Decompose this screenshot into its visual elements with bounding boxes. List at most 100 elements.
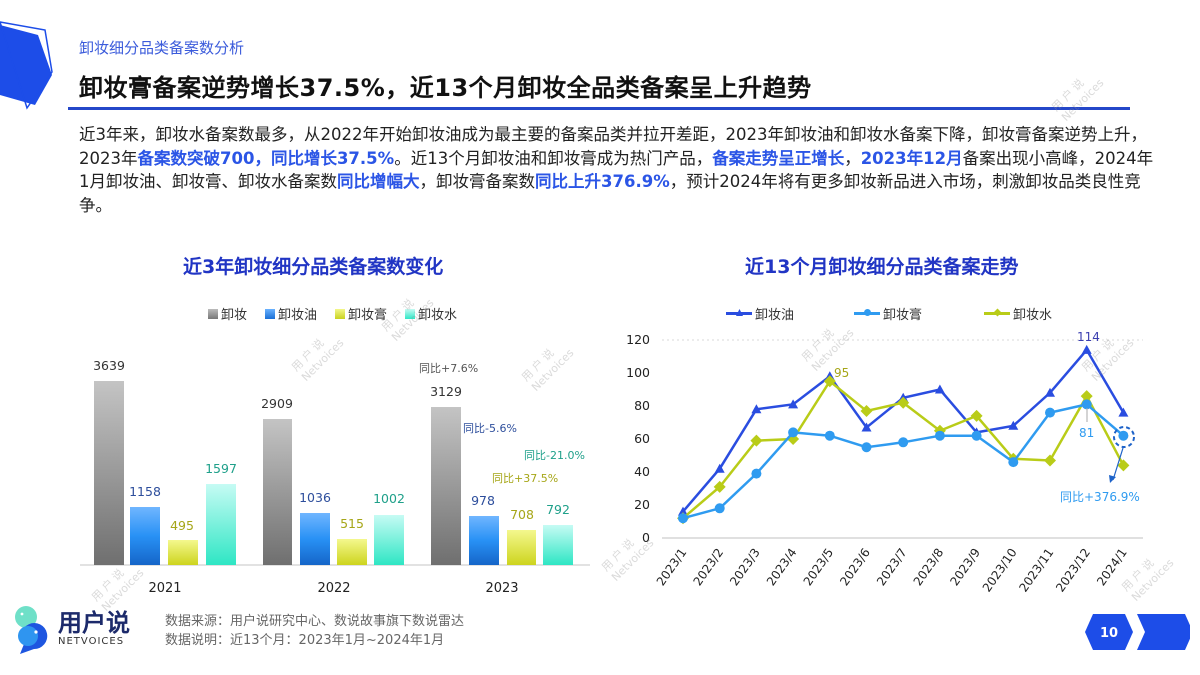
peak-annotation: 114 [1077, 330, 1100, 344]
logo-text: 用户说 [58, 608, 130, 637]
y-tick-label: 20 [634, 497, 650, 512]
bar-value-label: 1597 [205, 461, 237, 476]
summary-highlight: ， [254, 148, 271, 168]
summary-text: 备案出现小高峰，2024年1月卸妆油、卸妆膏、卸妆水备案数 [79, 148, 1154, 192]
bar-value-label: 515 [340, 516, 364, 531]
legend-label: 卸妆油 [755, 308, 795, 323]
bar-value-label: 792 [546, 502, 570, 517]
line-chart-title: 近13个月卸妆细分品类备案走势 [745, 256, 1019, 278]
page-number-badge[interactable]: 10 [1085, 612, 1190, 652]
bar-value-label: 708 [510, 507, 534, 522]
data-point [1118, 430, 1129, 441]
x-tick-label: 2024/1 [1094, 546, 1130, 589]
circle-marker-icon [864, 309, 872, 316]
data-point [1081, 344, 1092, 354]
summary-highlight: 备案数突破700 [137, 148, 255, 168]
highlight-circle [1113, 426, 1135, 448]
y-tick-label: 100 [626, 365, 650, 380]
x-tick-label: 2023/5 [801, 546, 837, 589]
summary-highlight: 同比增长37.5% [270, 148, 395, 168]
summary-text: ，卸妆膏备案数 [419, 172, 536, 191]
data-point [714, 503, 725, 514]
bar-2023-water [543, 525, 573, 565]
legend-label: 卸妆 [221, 308, 248, 323]
bar-chart: 3639 1158 495 1597 2909 1036 515 1002 31… [80, 358, 590, 596]
data-point [1008, 420, 1019, 430]
legend-item-cream: 卸妆膏 [854, 304, 922, 323]
footer-notes: 数据来源：用户说研究中心、数说故事旗下数说雷达 数据说明：近13个月：2023年… [165, 612, 464, 650]
summary-highlight: 备案走势呈正增长 [712, 148, 845, 168]
data-point [713, 480, 726, 493]
yoy-annotation: 同比-21.0% [524, 449, 585, 462]
data-point [788, 399, 799, 409]
x-tick-label: 2023/3 [727, 546, 763, 589]
summary-text: 近3年来，卸妆水备案数最多，从2022年开始卸妆油成为最主要的备案品类并拉开差距… [79, 125, 1147, 168]
yoy-annotation: 同比+376.9% [1060, 490, 1140, 504]
data-point [970, 409, 983, 422]
page-title: 卸妆膏备案逆势增长37.5%，近13个月卸妆全品类备案呈上升趋势 [79, 74, 812, 102]
bar-2023-cream [507, 530, 536, 565]
data-point [678, 506, 688, 516]
legend-line [984, 308, 1011, 317]
bar-2021-oil [130, 507, 160, 565]
data-note: 数据说明：近13个月：2023年1月~2024年1月 [165, 633, 445, 648]
logo-subtext: NETVOICES [58, 635, 125, 647]
x-tick-label: 2023/12 [1053, 546, 1093, 595]
line-chart-legend: 卸妆油 卸妆膏 卸妆水 [726, 304, 1070, 323]
summary-highlight: 同比增幅大 [337, 172, 420, 191]
x-axis-label: 2021 [148, 581, 181, 596]
legend-line [726, 309, 752, 316]
data-point [788, 427, 799, 438]
data-point [934, 430, 945, 441]
data-point [897, 396, 910, 409]
y-tick-label: 40 [634, 464, 650, 479]
bar-2023-makeup-remover [431, 407, 461, 565]
bar-value-label: 2909 [261, 396, 293, 411]
line-chart: 0 20 40 60 80 100 120 2023/1 2023/2 2023/3 2023/4… [626, 330, 1143, 595]
data-source: 数据来源：用户说研究中心、数说故事旗下数说雷达 [165, 614, 465, 629]
y-tick-label: 0 [642, 530, 650, 545]
bar-2023-oil [469, 516, 499, 565]
yoy-annotation: 同比-5.6% [463, 422, 517, 435]
data-point [1045, 387, 1055, 397]
bar-2022-oil [300, 513, 330, 565]
line-series-oil [682, 347, 1125, 513]
data-point [1080, 390, 1093, 403]
bar-2021-cream [168, 540, 198, 565]
x-tick-label: 2023/7 [874, 546, 910, 589]
x-tick-label: 2023/1 [654, 546, 690, 589]
netvoices-logo-icon [15, 606, 48, 654]
data-point [1118, 407, 1129, 417]
data-point [824, 430, 835, 441]
bar-2022-cream [337, 539, 367, 565]
legend-item-oil: 卸妆油 [265, 304, 317, 323]
bar-value-label: 3639 [93, 358, 125, 373]
legend-item-makeup-remover: 卸妆 [208, 304, 247, 323]
brand-logo: 用户说 NETVOICES [12, 602, 130, 654]
legend-label: 卸妆膏 [348, 308, 388, 323]
bar-value-label: 1036 [299, 490, 331, 505]
summary-text: ，预计2024年将有更多卸妆新品进入市场，刺激卸妆品类良性竞争。 [79, 172, 1141, 215]
legend-swatch [208, 308, 218, 319]
data-point [823, 375, 836, 388]
x-tick-label: 2023/2 [690, 546, 726, 589]
legend-swatch [265, 308, 276, 319]
bar-2021-makeup-remover [94, 381, 124, 565]
legend-label: 卸妆膏 [883, 308, 923, 323]
legend-item-water: 卸妆水 [405, 304, 457, 323]
data-point [678, 513, 688, 524]
triangle-marker-icon [736, 309, 743, 316]
legend-item-oil: 卸妆油 [726, 304, 794, 323]
data-point [750, 434, 763, 447]
x-tick-label: 2023/8 [911, 546, 947, 589]
summary-text: ， [844, 148, 861, 168]
legend-label: 卸妆油 [278, 308, 318, 323]
data-point [1117, 459, 1130, 472]
summary-highlight: 同比上升376.9% [535, 172, 670, 191]
y-tick-label: 60 [634, 431, 650, 446]
legend-item-cream: 卸妆膏 [335, 304, 387, 323]
summary-text: 。近13个月卸妆油和卸妆膏成为热门产品， [394, 148, 713, 168]
legend-label: 卸妆水 [1013, 308, 1053, 323]
legend-item-water: 卸妆水 [984, 304, 1052, 323]
x-tick-label: 2023/11 [1016, 546, 1056, 595]
